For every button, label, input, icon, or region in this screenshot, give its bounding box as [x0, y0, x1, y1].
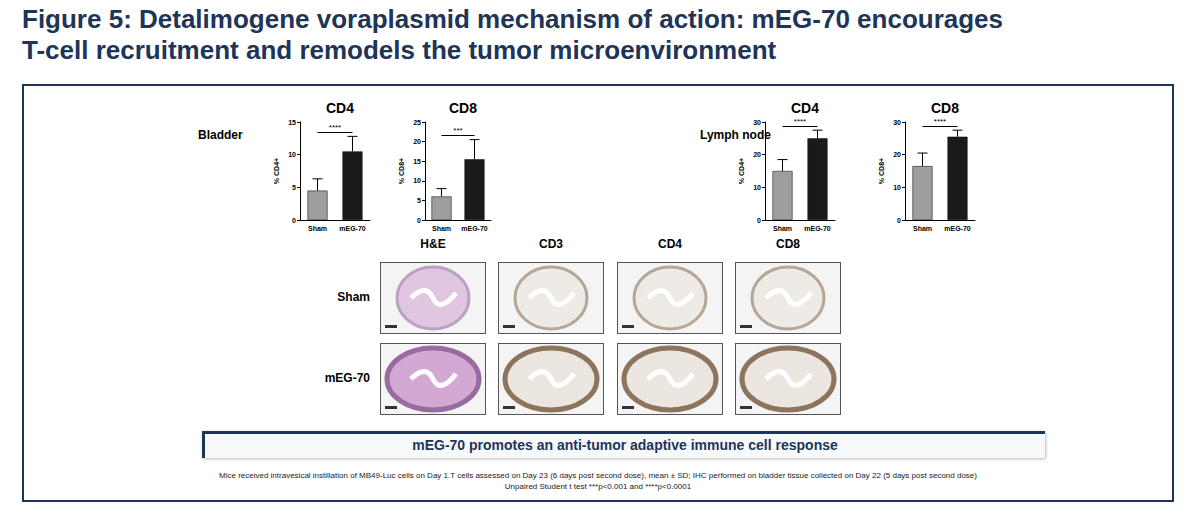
- svg-text:20: 20: [413, 138, 421, 145]
- html-text:mEG-70 promotes an anti-tumor: mEG-70 promotes an anti-tumor adaptive i…: [412, 437, 838, 453]
- svg-text:15: 15: [288, 119, 296, 126]
- html-text:Bladder: Bladder: [198, 128, 243, 142]
- svg-text:10: 10: [288, 151, 296, 158]
- svg-text:****: ****: [329, 123, 341, 132]
- html-text:H&E: H&E: [420, 237, 446, 251]
- svg-text:20: 20: [753, 151, 761, 158]
- html-text:Figure 5: Detalimogene vorapla: Figure 5: Detalimogene voraplasmid mecha…: [22, 4, 1003, 34]
- svg-text:30: 30: [893, 119, 901, 126]
- svg-text:CD8: CD8: [449, 100, 477, 116]
- svg-text:10: 10: [413, 177, 421, 184]
- svg-text:% CD8+: % CD8+: [398, 158, 405, 184]
- html-text:Sham: Sham: [337, 290, 370, 304]
- svg-text:***: ***: [453, 126, 462, 135]
- svg-text:25: 25: [413, 119, 421, 126]
- svg-text:Sham: Sham: [432, 225, 451, 232]
- svg-text:mEG-70: mEG-70: [804, 225, 831, 232]
- svg-text:Sham: Sham: [308, 225, 327, 232]
- svg-text:mEG-70: mEG-70: [339, 225, 366, 232]
- svg-text:****: ****: [794, 117, 806, 126]
- svg-text:15: 15: [413, 158, 421, 165]
- html-text:CD4: CD4: [658, 237, 682, 251]
- svg-text:% CD4+: % CD4+: [738, 158, 745, 184]
- svg-text:30: 30: [753, 119, 761, 126]
- svg-text:CD8: CD8: [931, 100, 959, 116]
- html-text:Mice received intravesical ins: Mice received intravesical instillation …: [219, 471, 977, 480]
- html-text:Lymph node: Lymph node: [700, 128, 771, 142]
- svg-text:% CD8+: % CD8+: [878, 158, 885, 184]
- svg-text:CD4: CD4: [326, 100, 354, 116]
- html-text:CD8: CD8: [776, 237, 800, 251]
- html-text:CD3: CD3: [539, 237, 563, 251]
- html-text:mEG-70: mEG-70: [324, 371, 370, 385]
- svg-text:0: 0: [757, 217, 761, 224]
- svg-text:****: ****: [934, 117, 946, 126]
- svg-text:mEG-70: mEG-70: [944, 225, 971, 232]
- svg-text:5: 5: [292, 184, 296, 191]
- svg-text:Sham: Sham: [773, 225, 792, 232]
- svg-text:5: 5: [417, 197, 421, 204]
- svg-text:10: 10: [893, 184, 901, 191]
- svg-text:Sham: Sham: [913, 225, 932, 232]
- svg-text:0: 0: [417, 217, 421, 224]
- html-text:Unpaired Student t test ***p<0: Unpaired Student t test ***p<0.001 and *…: [504, 482, 692, 491]
- html-text:T-cell recruitment and remodel: T-cell recruitment and remodels the tumo…: [22, 35, 777, 65]
- svg-text:CD4: CD4: [791, 100, 819, 116]
- svg-text:% CD4+: % CD4+: [273, 158, 280, 184]
- svg-text:mEG-70: mEG-70: [461, 225, 488, 232]
- svg-text:0: 0: [292, 217, 296, 224]
- svg-text:10: 10: [753, 184, 761, 191]
- svg-text:20: 20: [893, 151, 901, 158]
- svg-text:0: 0: [897, 217, 901, 224]
